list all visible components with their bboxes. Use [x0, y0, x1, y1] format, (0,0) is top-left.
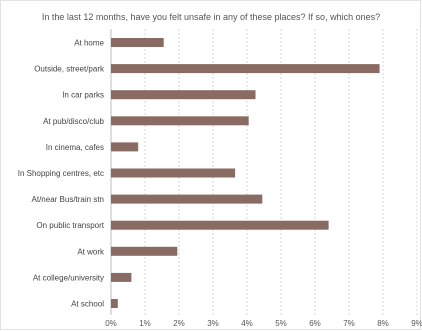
category-label: Outside, street/park: [34, 65, 105, 74]
x-tick-label: 2%: [173, 319, 185, 328]
bar: [111, 272, 132, 282]
category-label: At school: [71, 300, 104, 309]
category-label: At/near Bus/train stn: [32, 195, 104, 204]
x-tick-label: 7%: [343, 319, 355, 328]
bar: [111, 142, 139, 152]
category-label: At pub/disco/club: [43, 117, 104, 126]
x-tick-label: 6%: [309, 319, 321, 328]
x-tick-label: 1%: [139, 319, 151, 328]
category-labels: At home Outside, street/park In car parks A…: [18, 39, 105, 309]
x-tick-label: 3%: [207, 319, 219, 328]
bar: [111, 194, 263, 204]
category-label: In cinema, cafes: [46, 143, 104, 152]
bar: [111, 299, 118, 308]
category-label: In car parks: [62, 91, 104, 100]
category-label: On public transport: [36, 221, 104, 230]
x-tick-label: 8%: [377, 319, 389, 328]
x-tick-labels: 0% 1% 2% 3% 4% 5% 6% 7% 8% 9%: [105, 319, 422, 328]
x-tick-label: 9%: [411, 319, 422, 328]
bars: [111, 38, 380, 308]
category-label: In Shopping centres, etc: [18, 169, 104, 178]
category-label: At home: [74, 39, 104, 48]
bar: [111, 246, 178, 256]
category-label: At college/university: [33, 273, 104, 282]
bar: [111, 168, 236, 178]
bar: [111, 64, 380, 74]
bar: [111, 116, 249, 126]
category-label: At work: [77, 247, 105, 256]
bar: [111, 220, 329, 230]
x-tick-label: 5%: [275, 319, 287, 328]
bar: [111, 90, 256, 100]
x-tick-label: 4%: [241, 319, 253, 328]
bar: [111, 38, 164, 47]
chart-title: In the last 12 months, have you felt uns…: [41, 12, 381, 22]
x-tick-label: 0%: [105, 319, 117, 328]
